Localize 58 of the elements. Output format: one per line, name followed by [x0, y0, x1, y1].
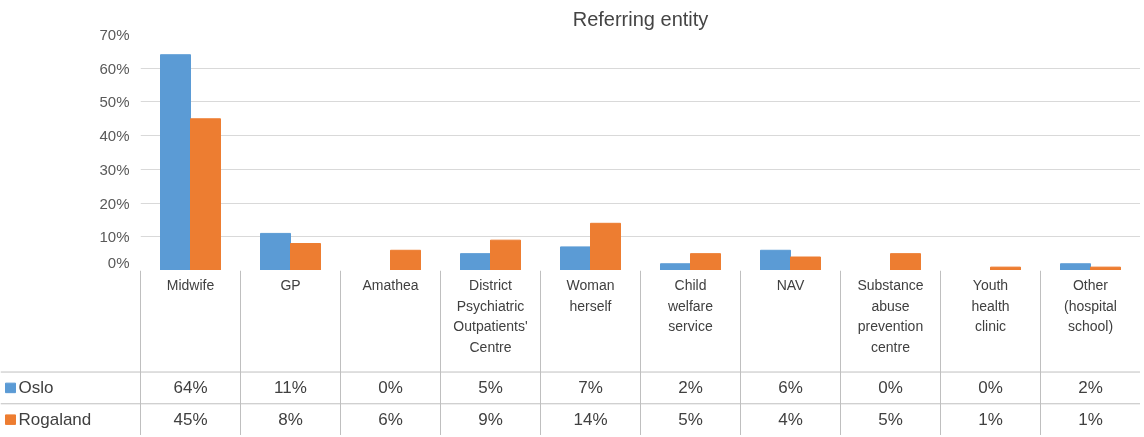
bar: [490, 239, 521, 270]
legend-label: Oslo: [18, 378, 54, 398]
data-label: 4%: [778, 410, 803, 430]
data-label: 9%: [478, 410, 503, 430]
y-tick-label: 70%: [99, 26, 130, 43]
x-tick-label: District Psychiatric Outpatients' Centre: [453, 276, 528, 356]
x-tick-label: NAV: [776, 276, 806, 293]
x-tick-label: Substance abuse prevention centre: [857, 276, 924, 356]
data-label: 0%: [878, 378, 903, 398]
bar: [390, 249, 421, 270]
bar: [290, 243, 321, 270]
data-label: 64%: [173, 378, 208, 398]
legend-label: Rogaland: [18, 410, 92, 430]
data-label: 14%: [573, 410, 608, 430]
data-label: 0%: [978, 378, 1003, 398]
data-label: 0%: [378, 378, 403, 398]
data-label: 7%: [578, 378, 603, 398]
data-label: 2%: [1078, 378, 1103, 398]
bar: [590, 222, 621, 270]
y-tick-label: 20%: [99, 194, 130, 212]
bar: [1060, 263, 1091, 270]
data-label: 6%: [378, 410, 403, 430]
bar: [790, 256, 821, 270]
y-tick-label: 10%: [99, 228, 130, 246]
data-label: 11%: [274, 378, 307, 398]
data-label: 5%: [878, 410, 903, 430]
x-tick-label: Youth health clinic: [971, 276, 1010, 335]
bar: [460, 253, 491, 270]
bar: [560, 246, 591, 270]
x-tick-label: Amathea: [362, 276, 419, 293]
y-tick-label: 50%: [99, 93, 130, 111]
y-tick-label: 30%: [99, 160, 130, 178]
bar: [1090, 266, 1121, 270]
bar: [990, 266, 1021, 270]
bar: [760, 249, 791, 270]
x-tick-label: Woman herself: [566, 276, 615, 314]
bar: [160, 54, 191, 270]
bar: [690, 253, 721, 270]
bar: [660, 263, 691, 270]
y-tick-label: 40%: [99, 127, 130, 145]
bar: [260, 232, 291, 270]
data-label: 5%: [678, 410, 703, 430]
data-label: 8%: [278, 410, 303, 430]
data-label: 1%: [1078, 410, 1103, 430]
data-label: 2%: [678, 378, 703, 398]
y-tick-label: 0%: [107, 253, 130, 271]
chart-title: Referring entity: [572, 7, 709, 30]
x-tick-label: Other (hospital school): [1064, 276, 1117, 335]
bar: [190, 118, 221, 270]
data-label: 1%: [978, 410, 1003, 430]
x-tick-label: Midwife: [166, 276, 215, 293]
data-label: 6%: [778, 378, 803, 398]
y-tick-label: 60%: [99, 59, 130, 77]
x-tick-label: GP: [280, 276, 301, 293]
x-tick-label: Child welfare service: [666, 276, 714, 335]
data-label: 5%: [478, 378, 503, 398]
data-label: 45%: [173, 410, 208, 430]
bar: [890, 253, 921, 270]
